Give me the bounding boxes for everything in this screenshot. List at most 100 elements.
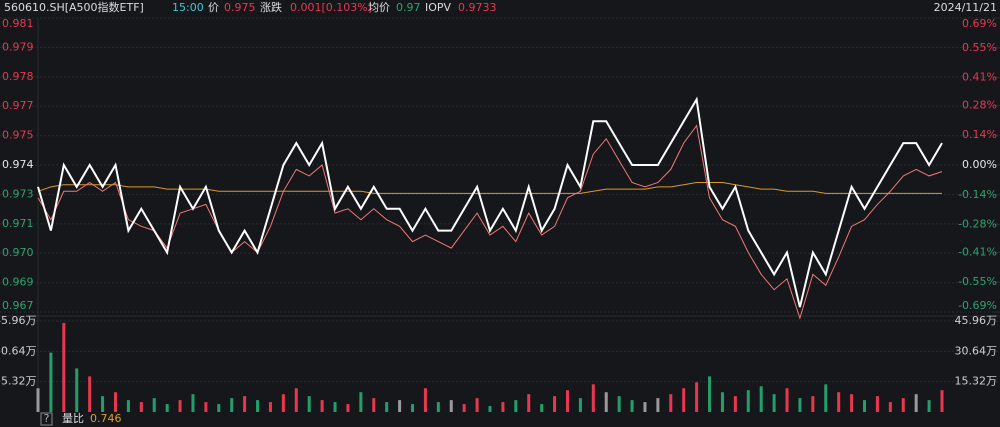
y2-tick-label: -0.14% <box>958 188 997 201</box>
volume-bar <box>578 398 582 412</box>
y-tick-label: 0.981 <box>2 17 34 30</box>
change-label: 涨跌 <box>260 0 282 14</box>
volume-bar <box>746 390 750 412</box>
date: 2024/11/21 <box>934 1 997 14</box>
volume-bar <box>152 398 156 412</box>
volume-bar <box>669 394 673 412</box>
y-tick-label: 0.977 <box>2 99 34 112</box>
volume-bar <box>914 394 918 412</box>
volume-bar <box>462 404 466 412</box>
volume-bar <box>49 352 53 412</box>
help-box[interactable] <box>40 412 53 426</box>
time: 15:00 <box>172 1 204 14</box>
volume-bar <box>359 392 363 412</box>
volume-bar <box>798 398 802 412</box>
volume-bar <box>720 392 724 412</box>
volume-bar <box>772 394 776 412</box>
change: 0.001[0.103%] <box>290 1 372 14</box>
y-tick-label: 0.971 <box>2 217 34 230</box>
volume-bar <box>411 404 415 412</box>
y-tick-label: 0.974 <box>2 158 34 171</box>
help[interactable]: ? <box>44 412 50 425</box>
ratio-label: 量比 <box>62 412 84 425</box>
volume-bar <box>62 322 66 412</box>
volume-bar <box>165 404 169 412</box>
volume-bar <box>643 402 647 412</box>
volume-bar <box>656 398 660 412</box>
volume-bar <box>540 404 544 412</box>
price-line <box>37 124 943 320</box>
volume-bar <box>708 376 712 412</box>
y2-tick-label: 45.96万 <box>955 314 998 327</box>
volume-bar <box>178 400 182 412</box>
y-tick-label: 15.32万 <box>0 375 37 388</box>
y2-tick-label: -0.28% <box>958 218 997 231</box>
y2-tick-label: -0.41% <box>958 245 997 258</box>
volume-bar <box>256 400 260 412</box>
volume-bar <box>101 396 105 412</box>
volume-bar <box>436 402 440 412</box>
volume-bar <box>475 398 479 412</box>
volume-bar <box>901 398 905 412</box>
volume-bar <box>281 394 285 412</box>
volume-bar <box>863 400 867 412</box>
volume-bar <box>488 406 492 412</box>
volume-bar <box>927 400 931 412</box>
y2-tick-label: 0.69% <box>962 17 997 30</box>
volume-bar <box>294 388 298 412</box>
volume-bar <box>527 394 531 412</box>
ratio: 0.746 <box>90 412 122 425</box>
volume-bar <box>837 392 841 412</box>
y2-tick-label: -0.55% <box>958 275 997 288</box>
volume-bar <box>682 388 686 412</box>
volume-bar <box>230 398 234 412</box>
y2-tick-label: 0.28% <box>962 98 997 111</box>
y-tick-label: 30.64万 <box>0 344 37 357</box>
y2-tick-label: 30.64万 <box>955 344 998 357</box>
volume-bar <box>372 398 376 412</box>
price-line <box>37 96 943 308</box>
volume-bar <box>346 404 350 412</box>
volume-bar <box>333 402 337 412</box>
y-tick-label: 0.967 <box>2 299 34 312</box>
volume-bar <box>759 386 763 412</box>
y2-tick-label: 0.00% <box>962 158 997 171</box>
volume-bar <box>811 396 815 412</box>
volume-bar <box>217 404 221 412</box>
volume-bar <box>36 388 40 412</box>
price: 0.975 <box>224 1 256 14</box>
y2-tick-label: 0.41% <box>962 71 997 84</box>
volume-bar <box>940 390 944 412</box>
volume-bar <box>113 392 117 412</box>
volume-bar <box>733 396 737 412</box>
volume-bar <box>268 402 272 412</box>
volume-bar <box>449 400 453 412</box>
volume-bar <box>126 400 130 412</box>
volume-bar <box>617 396 621 412</box>
volume-bar <box>875 396 879 412</box>
y-tick-label: 45.96万 <box>0 314 37 327</box>
plot-area: 0.967 0.969 0.970 0.971 0.973 0.974 0.975 0.977… <box>0 17 1000 412</box>
iopv-label: IOPV <box>425 1 452 14</box>
y-tick-label: 0.969 <box>2 276 34 289</box>
volume-bar <box>888 402 892 412</box>
volume-bar <box>423 388 427 412</box>
volume-bar <box>398 400 402 412</box>
y-tick-label: 0.979 <box>2 40 34 53</box>
volume-bar <box>604 392 608 412</box>
price-line <box>37 182 942 194</box>
y2-tick-label: 15.32万 <box>955 375 998 388</box>
volume-bar <box>785 388 789 412</box>
y2-tick-label: 0.14% <box>962 128 997 141</box>
y2-tick-label: -0.69% <box>958 299 997 312</box>
avg-label: 均价 <box>368 1 390 14</box>
volume-bar <box>75 368 79 412</box>
volume-bar <box>191 394 195 412</box>
avg: 0.97 <box>396 1 421 14</box>
volume-bar <box>591 384 595 412</box>
y-tick-label: 0.973 <box>2 187 34 200</box>
volume-bar <box>88 376 92 412</box>
y-tick-label: 0.978 <box>2 70 34 83</box>
